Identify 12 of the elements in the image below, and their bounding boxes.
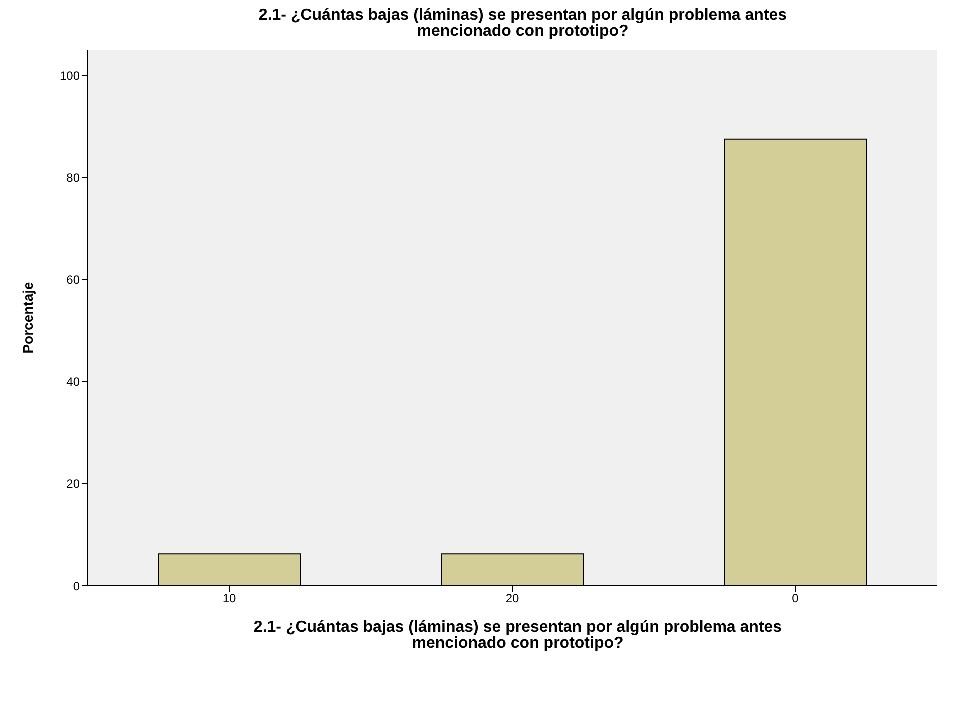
- y-tick-label: 0: [73, 579, 80, 594]
- x-tick-label: 10: [222, 592, 236, 606]
- chart-title: 2.1- ¿Cuántas bajas (láminas) se presentan por algún problema antes mencionado con prototipo?: [258, 7, 788, 40]
- y-tick-label: 80: [66, 170, 80, 185]
- x-tick-label: 20: [506, 592, 520, 606]
- y-tick-label: 60: [66, 272, 80, 287]
- x-tick-label: 0: [792, 592, 800, 606]
- y-axis-title: Porcentaje: [20, 282, 36, 354]
- x-axis-title: 2.1- ¿Cuántas bajas (láminas) se presentan por algún problema antes mencionado con prototipo?: [252, 619, 784, 652]
- y-tick-label: 100: [60, 68, 80, 83]
- y-tick-label: 40: [66, 375, 80, 390]
- y-tick-label: 20: [66, 477, 80, 492]
